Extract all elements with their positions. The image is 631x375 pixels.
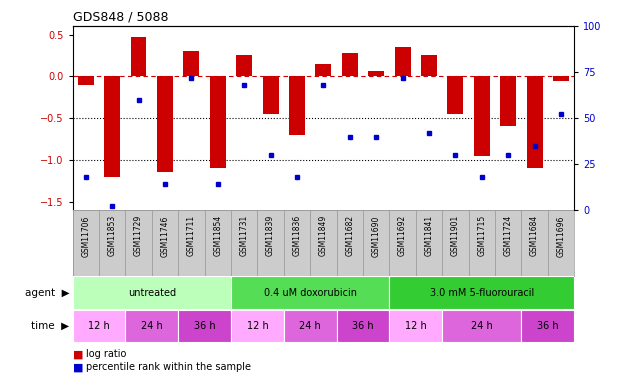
Text: GSM11729: GSM11729 bbox=[134, 215, 143, 256]
Bar bbox=[474, 76, 490, 156]
Text: GSM11706: GSM11706 bbox=[81, 215, 90, 256]
Bar bbox=[236, 56, 252, 76]
Text: 12 h: 12 h bbox=[88, 321, 110, 331]
Text: ■: ■ bbox=[73, 350, 83, 359]
Text: GSM11839: GSM11839 bbox=[266, 215, 275, 256]
Text: GSM11684: GSM11684 bbox=[530, 215, 539, 256]
Bar bbox=[442, 210, 469, 276]
Bar bbox=[316, 64, 331, 76]
Text: GSM11690: GSM11690 bbox=[372, 215, 380, 256]
Bar bbox=[553, 76, 569, 81]
Bar bbox=[178, 310, 231, 342]
Bar bbox=[416, 210, 442, 276]
Bar bbox=[447, 76, 463, 114]
Bar bbox=[389, 210, 416, 276]
Bar bbox=[73, 310, 126, 342]
Bar bbox=[78, 76, 93, 85]
Bar bbox=[369, 70, 384, 76]
Text: GSM11841: GSM11841 bbox=[425, 215, 433, 256]
Bar bbox=[389, 276, 574, 309]
Bar bbox=[421, 56, 437, 76]
Text: GSM11849: GSM11849 bbox=[319, 215, 328, 256]
Text: 36 h: 36 h bbox=[352, 321, 374, 331]
Bar bbox=[495, 210, 521, 276]
Text: 24 h: 24 h bbox=[299, 321, 321, 331]
Bar bbox=[442, 310, 521, 342]
Bar bbox=[231, 276, 389, 309]
Bar bbox=[73, 276, 231, 309]
Bar bbox=[336, 310, 389, 342]
Bar bbox=[157, 76, 173, 172]
Bar bbox=[284, 210, 310, 276]
Text: GSM11836: GSM11836 bbox=[293, 215, 302, 256]
Bar bbox=[210, 76, 226, 168]
Bar bbox=[389, 310, 442, 342]
Bar bbox=[231, 310, 284, 342]
Bar bbox=[310, 210, 336, 276]
Bar bbox=[178, 210, 204, 276]
Bar bbox=[342, 53, 358, 76]
Bar bbox=[548, 210, 574, 276]
Bar bbox=[104, 76, 120, 177]
Bar bbox=[257, 210, 284, 276]
Text: 36 h: 36 h bbox=[194, 321, 215, 331]
Text: GSM11731: GSM11731 bbox=[240, 215, 249, 256]
Text: GSM11854: GSM11854 bbox=[213, 215, 222, 256]
Bar bbox=[289, 76, 305, 135]
Text: 12 h: 12 h bbox=[405, 321, 427, 331]
Text: 24 h: 24 h bbox=[141, 321, 163, 331]
Text: 0.4 uM doxorubicin: 0.4 uM doxorubicin bbox=[264, 288, 357, 297]
Bar bbox=[521, 210, 548, 276]
Text: GSM11724: GSM11724 bbox=[504, 215, 513, 256]
Bar bbox=[363, 210, 389, 276]
Bar bbox=[500, 76, 516, 126]
Text: agent  ▶: agent ▶ bbox=[25, 288, 69, 297]
Bar bbox=[394, 47, 411, 76]
Bar bbox=[262, 76, 278, 114]
Text: GSM11696: GSM11696 bbox=[557, 215, 565, 256]
Bar bbox=[73, 210, 99, 276]
Bar bbox=[469, 210, 495, 276]
Bar bbox=[184, 51, 199, 76]
Bar bbox=[152, 210, 178, 276]
Bar bbox=[336, 210, 363, 276]
Text: untreated: untreated bbox=[127, 288, 176, 297]
Text: 12 h: 12 h bbox=[247, 321, 268, 331]
Text: time  ▶: time ▶ bbox=[32, 321, 69, 331]
Text: 36 h: 36 h bbox=[537, 321, 558, 331]
Bar bbox=[126, 210, 152, 276]
Bar bbox=[204, 210, 231, 276]
Text: GDS848 / 5088: GDS848 / 5088 bbox=[73, 11, 168, 24]
Text: GSM11692: GSM11692 bbox=[398, 215, 407, 256]
Text: percentile rank within the sample: percentile rank within the sample bbox=[86, 363, 251, 372]
Bar bbox=[231, 210, 257, 276]
Text: 3.0 mM 5-fluorouracil: 3.0 mM 5-fluorouracil bbox=[430, 288, 534, 297]
Bar bbox=[126, 310, 178, 342]
Bar bbox=[521, 310, 574, 342]
Bar bbox=[99, 210, 126, 276]
Text: GSM11853: GSM11853 bbox=[108, 215, 117, 256]
Bar bbox=[527, 76, 543, 168]
Text: 24 h: 24 h bbox=[471, 321, 493, 331]
Bar bbox=[284, 310, 336, 342]
Text: GSM11715: GSM11715 bbox=[477, 215, 487, 256]
Bar bbox=[131, 37, 146, 76]
Text: GSM11901: GSM11901 bbox=[451, 215, 460, 256]
Text: GSM11711: GSM11711 bbox=[187, 215, 196, 256]
Text: ■: ■ bbox=[73, 363, 83, 372]
Text: GSM11682: GSM11682 bbox=[345, 215, 354, 256]
Text: log ratio: log ratio bbox=[86, 350, 127, 359]
Text: GSM11746: GSM11746 bbox=[160, 215, 170, 256]
